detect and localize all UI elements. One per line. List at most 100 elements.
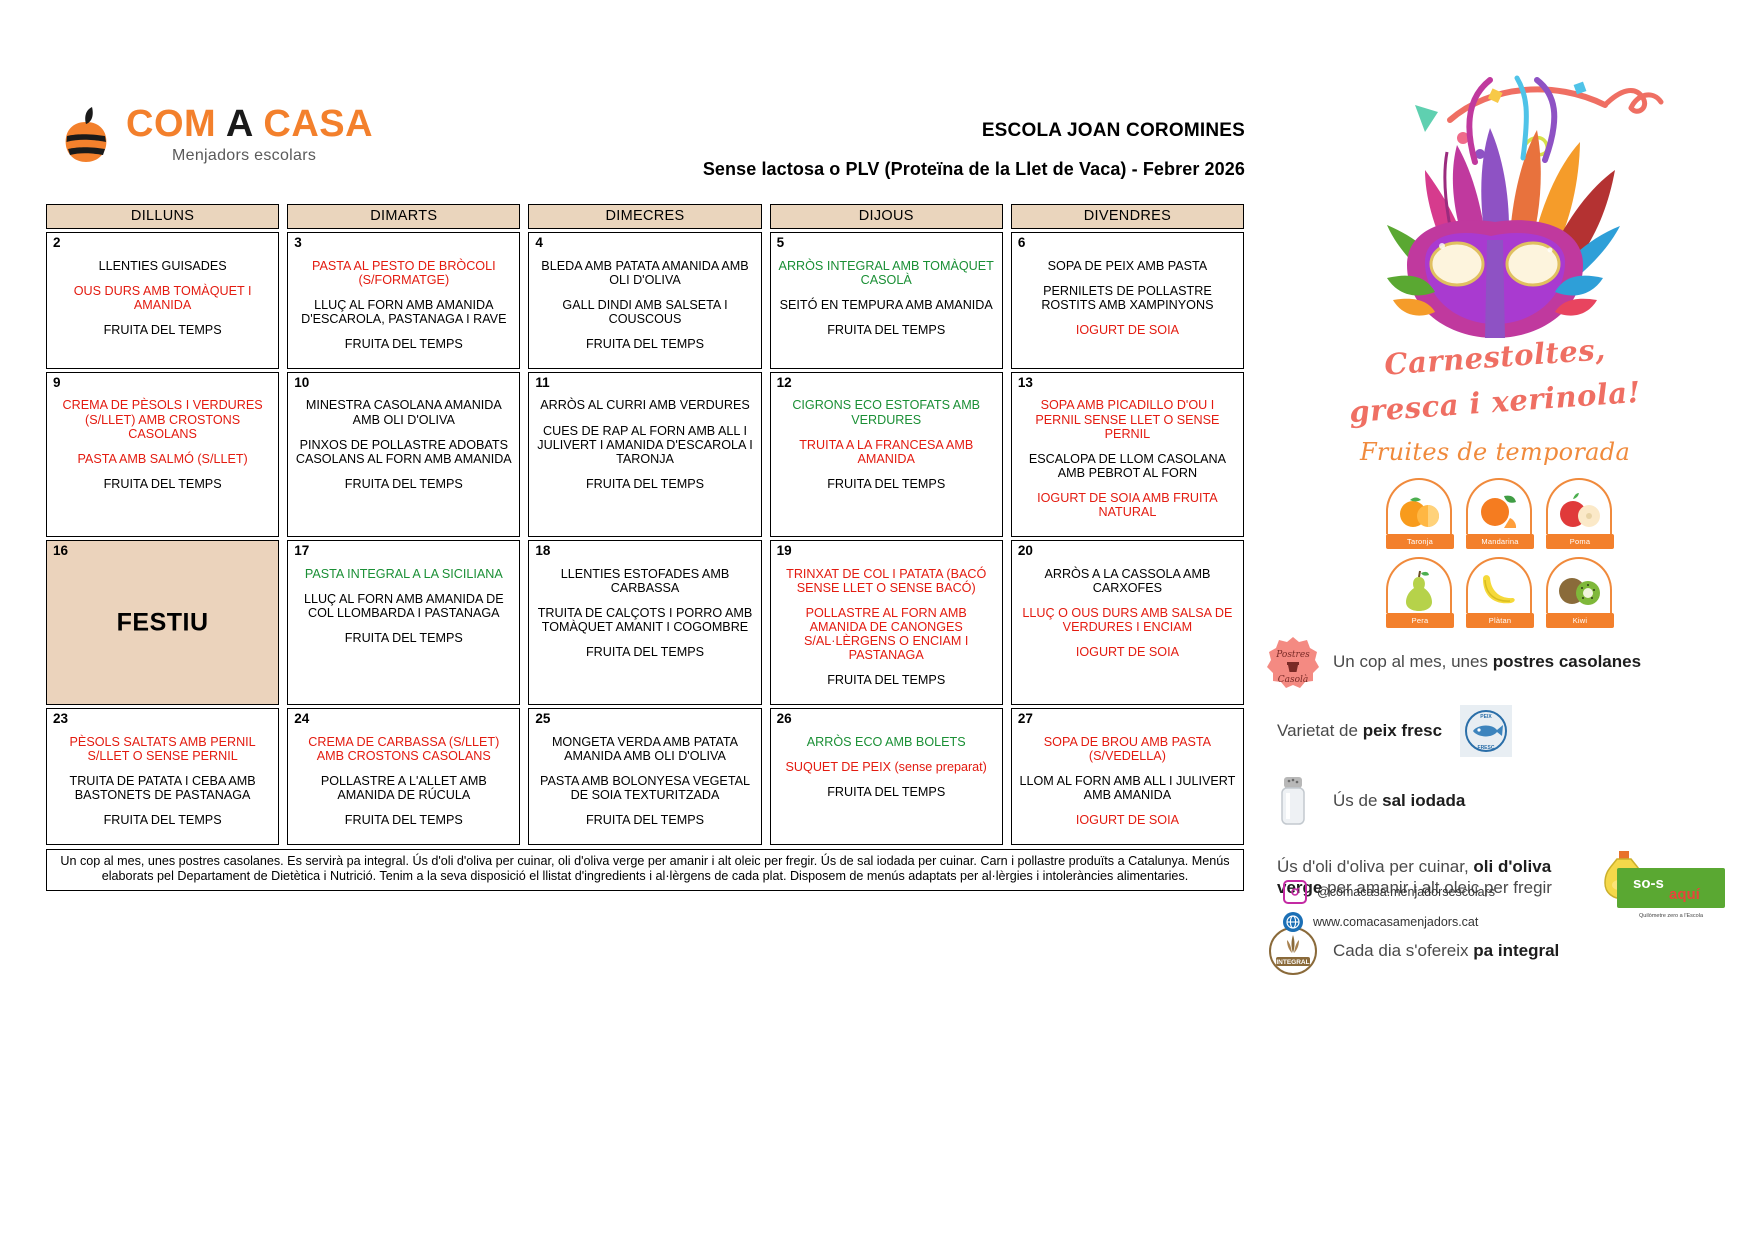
social-links: @comacasa.menjadorsescolars www.comacasa… <box>1283 880 1733 940</box>
fruit-label: Pera <box>1386 613 1454 628</box>
info-text-sal: Ús de sal iodada <box>1333 791 1465 812</box>
day-number: 2 <box>53 235 61 250</box>
week-row-3: 16 FESTIU 17 PASTA INTEGRAL A LA SICILIANA L… <box>46 540 1245 706</box>
fruit-plàtan: Plàtan <box>1466 557 1534 628</box>
dish-item: FRUITA DEL TEMPS <box>344 813 463 828</box>
dish-item: LLUÇ AL FORN AMB AMANIDA D'ESCAROLA, PAS… <box>301 297 507 326</box>
day-number: 4 <box>535 235 543 250</box>
dish-item: TRUITA DE PATATA I CEBA AMB BASTONETS DE… <box>69 773 256 803</box>
week-row-1: 2 LLENTIES GUISADES OUS DURS AMB TOMÀQUET … <box>46 232 1245 369</box>
info-pre-4: Cada dia s'ofereix <box>1333 940 1474 960</box>
somhi-text-2: aquí <box>1669 886 1701 903</box>
info-bold-2: sal iodada <box>1382 790 1466 810</box>
menu-subtitle: Sense lactosa o PLV (Proteïna de la Llet… <box>702 159 1245 179</box>
dish-item: PASTA INTEGRAL A LA SICILIANA <box>304 566 503 581</box>
day-cell-4: 4 BLEDA AMB PATATA AMANIDA AMB OLI D'OLIV… <box>528 232 762 369</box>
seasonal-fruits-grid: Taronja Mandarina Poma Pera Plàtan Kiwi <box>1380 478 1620 636</box>
globe-icon[interactable] <box>1283 912 1303 932</box>
info-post-3: per amanir i alt oleic per fregir <box>1322 877 1552 897</box>
day-cell-6: 6 SOPA DE PEIX AMB PASTA PERNILETS DE POLL… <box>1010 232 1245 369</box>
website-url[interactable]: www.comacasamenjadors.cat <box>1313 915 1479 929</box>
dish-item: IOGURT DE SOIA <box>1075 322 1179 337</box>
day-cell-9: 9 CREMA DE PÈSOLS I VERDURES (S/LLET) AMB… <box>46 371 280 538</box>
day-number: 12 <box>776 374 792 390</box>
dish-list: CREMA DE CARBASSA (S/LLET) AMB CROSTONS … <box>294 735 513 827</box>
logo-wordmark: COM A CASA Menjadors escolars <box>126 105 373 164</box>
week-row-2: 9 CREMA DE PÈSOLS I VERDURES (S/LLET) AMB… <box>46 371 1245 538</box>
dish-item: FRUITA DEL TEMPS <box>585 476 705 491</box>
dish-item: FRUITA DEL TEMPS <box>827 784 946 799</box>
dish-list: ARRÒS A LA CASSOLA AMB CARXOFES LLUÇ O OU… <box>1018 567 1237 659</box>
apple-logo-icon <box>60 106 112 164</box>
info-row-peix: Varietat de peix fresc PEIX FRESC <box>1265 705 1735 757</box>
info-pre-3: Ús d'oli d'oliva per cuinar, <box>1277 856 1474 876</box>
dish-item: IOGURT DE SOIA <box>1075 645 1179 659</box>
fish-badge-bottom-text: FRESC <box>1478 745 1495 751</box>
day-cell-3: 3 PASTA AL PESTO DE BRÒCOLI (S/FORMATGE) L… <box>287 232 521 369</box>
dish-list: MINESTRA CASOLANA AMANIDA AMB OLI D'OLIV… <box>294 398 513 490</box>
dish-item: MINESTRA CASOLANA AMANIDA AMB OLI D'OLIV… <box>305 398 502 427</box>
mandarina-icon <box>1466 478 1532 534</box>
dish-list: ARRÒS INTEGRAL AMB TOMÀQUET CASOLÀ SEITÓ … <box>777 259 996 337</box>
dish-item: FRUITA DEL TEMPS <box>585 336 705 351</box>
festiu-label: FESTIU <box>116 608 209 637</box>
logo-casa: CASA <box>263 103 374 145</box>
dish-item: ARRÒS INTEGRAL AMB TOMÀQUET CASOLÀ <box>778 258 994 287</box>
school-name: ESCOLA JOAN COROMINES <box>981 120 1245 141</box>
day-cell-27: 27 SOPA DE BROU AMB PASTA (S/VEDELLA) LLOM… <box>1010 708 1245 846</box>
dish-item: SOPA DE BROU AMB PASTA (S/VEDELLA) <box>1043 734 1212 763</box>
salt-shaker-icon <box>1265 773 1321 829</box>
dish-item: FRUITA DEL TEMPS <box>103 476 222 491</box>
dish-list: ARRÒS AL CURRI AMB VERDURES CUES DE RAP A… <box>535 398 754 490</box>
weeks-container: 2 LLENTIES GUISADES OUS DURS AMB TOMÀQUET … <box>46 232 1245 846</box>
day-number: 18 <box>535 543 551 559</box>
website-row[interactable]: www.comacasamenjadors.cat <box>1283 912 1733 932</box>
instagram-row[interactable]: @comacasa.menjadorsescolars <box>1283 880 1733 904</box>
peix-fresc-badge: PEIX FRESC <box>1460 705 1513 757</box>
dish-item: LLUÇ AL FORN AMB AMANIDA DE COL LLOMBARD… <box>303 591 504 620</box>
dish-list: PÈSOLS SALTATS AMB PERNIL S/LLET O SENSE… <box>53 735 272 827</box>
day-cell-17: 17 PASTA INTEGRAL A LA SICILIANA LLUÇ AL F… <box>287 540 521 706</box>
day-cell-25: 25 MONGETA VERDA AMB PATATA AMANIDA AMB O… <box>528 708 762 846</box>
day-number: 27 <box>1017 711 1033 727</box>
day-number: 16 <box>53 543 69 559</box>
dish-list: PASTA INTEGRAL A LA SICILIANA LLUÇ AL FOR… <box>294 567 513 645</box>
fruit-label: Kiwi <box>1546 613 1614 628</box>
fish-badge-top-text: PEIX <box>1480 714 1492 720</box>
day-number: 9 <box>53 374 61 390</box>
day-number: 5 <box>776 235 785 250</box>
day-cell-11: 11 ARRÒS AL CURRI AMB VERDURES CUES DE RAP… <box>528 371 762 538</box>
day-cell-13: 13 SOPA AMB PICADILLO D'OU I PERNIL SENSE… <box>1010 371 1245 538</box>
plàtan-icon <box>1466 557 1532 613</box>
dish-list: LLENTIES ESTOFADES AMB CARBASSA TRUITA DE… <box>535 567 754 659</box>
svg-text:Postres: Postres <box>1275 650 1310 660</box>
day-number: 10 <box>294 374 310 390</box>
logo-tagline: Menjadors escolars <box>172 147 317 164</box>
poma-icon <box>1546 478 1612 534</box>
info-rows: Postres Casolà Un cop al mes, unes postr… <box>1265 635 1735 992</box>
dish-item: PASTA AL PESTO DE BRÒCOLI (S/FORMATGE) <box>312 258 496 287</box>
dish-list: PASTA AL PESTO DE BRÒCOLI (S/FORMATGE) LL… <box>294 259 513 351</box>
integral-badge-icon: INTEGRAL <box>1265 926 1321 976</box>
day-number: 3 <box>294 235 302 250</box>
instagram-handle[interactable]: @comacasa.menjadorsescolars <box>1317 885 1496 899</box>
carnival-mask-icon <box>1275 50 1715 360</box>
dish-item: TRUITA DE CALÇOTS I PORRO AMB TOMÀQUET A… <box>537 605 753 634</box>
dish-item: LLOM AL FORN AMB ALL I JULIVERT AMB AMAN… <box>1019 773 1236 803</box>
day-number: 26 <box>776 711 792 727</box>
dish-item: OUS DURS AMB TOMÀQUET I AMANIDA <box>73 283 252 312</box>
day-cell-2: 2 LLENTIES GUISADES OUS DURS AMB TOMÀQUET … <box>46 232 280 369</box>
dish-item: ESCALOPA DE LLOM CASOLANA AMB PEBROT AL … <box>1028 451 1226 480</box>
instagram-icon[interactable] <box>1283 880 1307 904</box>
info-panel: Carnestoltes, gresca i xerinola! Fruites… <box>1255 40 1735 975</box>
fruit-row-2: Pera Plàtan Kiwi <box>1380 557 1620 628</box>
dish-item: POLLASTRE A L'ALLET AMB AMANIDA DE RÚCUL… <box>320 773 487 803</box>
dish-item: IOGURT DE SOIA <box>1075 813 1179 828</box>
day-cell-5: 5 ARRÒS INTEGRAL AMB TOMÀQUET CASOLÀ SEITÓ… <box>769 232 1003 369</box>
info-text-postres: Un cop al mes, unes postres casolanes <box>1333 652 1641 673</box>
dish-item: FRUITA DEL TEMPS <box>827 673 946 688</box>
dish-item: FRUITA DEL TEMPS <box>827 322 946 337</box>
dish-item: LLENTIES ESTOFADES AMB CARBASSA <box>560 566 730 595</box>
info-text-pa-integral: Cada dia s'ofereix pa integral <box>1333 941 1559 962</box>
